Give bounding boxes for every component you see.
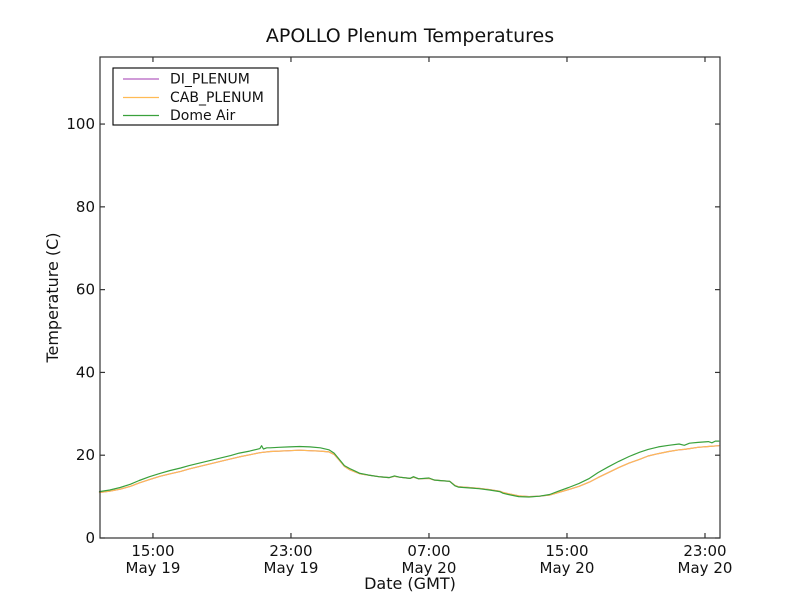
plot-frame bbox=[99, 56, 721, 539]
y-axis-label: Temperature (C) bbox=[43, 232, 62, 363]
x-tick-label: May 20 bbox=[678, 559, 733, 577]
x-axis-label: Date (GMT) bbox=[364, 574, 456, 593]
legend-label-cab-plenum: CAB_PLENUM bbox=[170, 90, 264, 106]
y-tick-label: 0 bbox=[85, 529, 95, 547]
legend-label-di-plenum: DI_PLENUM bbox=[170, 72, 250, 88]
series-line-dome-air bbox=[98, 440, 720, 498]
x-tick-label: 15:00 bbox=[131, 542, 174, 560]
x-tick-label: 07:00 bbox=[407, 542, 450, 560]
x-tick-label: May 19 bbox=[264, 559, 319, 577]
y-tick-label: 80 bbox=[76, 198, 95, 216]
y-tick-label: 20 bbox=[76, 446, 95, 464]
x-tick-label: 23:00 bbox=[683, 542, 726, 560]
x-tick-label: May 20 bbox=[402, 559, 457, 577]
legend: DI_PLENUM CAB_PLENUM Dome Air bbox=[112, 67, 279, 126]
y-tick-label: 60 bbox=[76, 281, 95, 299]
x-tick-label: May 19 bbox=[126, 559, 181, 577]
x-tick-label: 15:00 bbox=[545, 542, 588, 560]
y-tick-label: 100 bbox=[66, 115, 95, 133]
x-tick-label: 23:00 bbox=[269, 542, 312, 560]
legend-label-dome-air: Dome Air bbox=[170, 108, 236, 124]
chart-title: APOLLO Plenum Temperatures bbox=[266, 25, 554, 47]
series-lines bbox=[98, 440, 720, 498]
y-tick-label: 40 bbox=[76, 363, 95, 381]
x-tick-label: May 20 bbox=[540, 559, 595, 577]
